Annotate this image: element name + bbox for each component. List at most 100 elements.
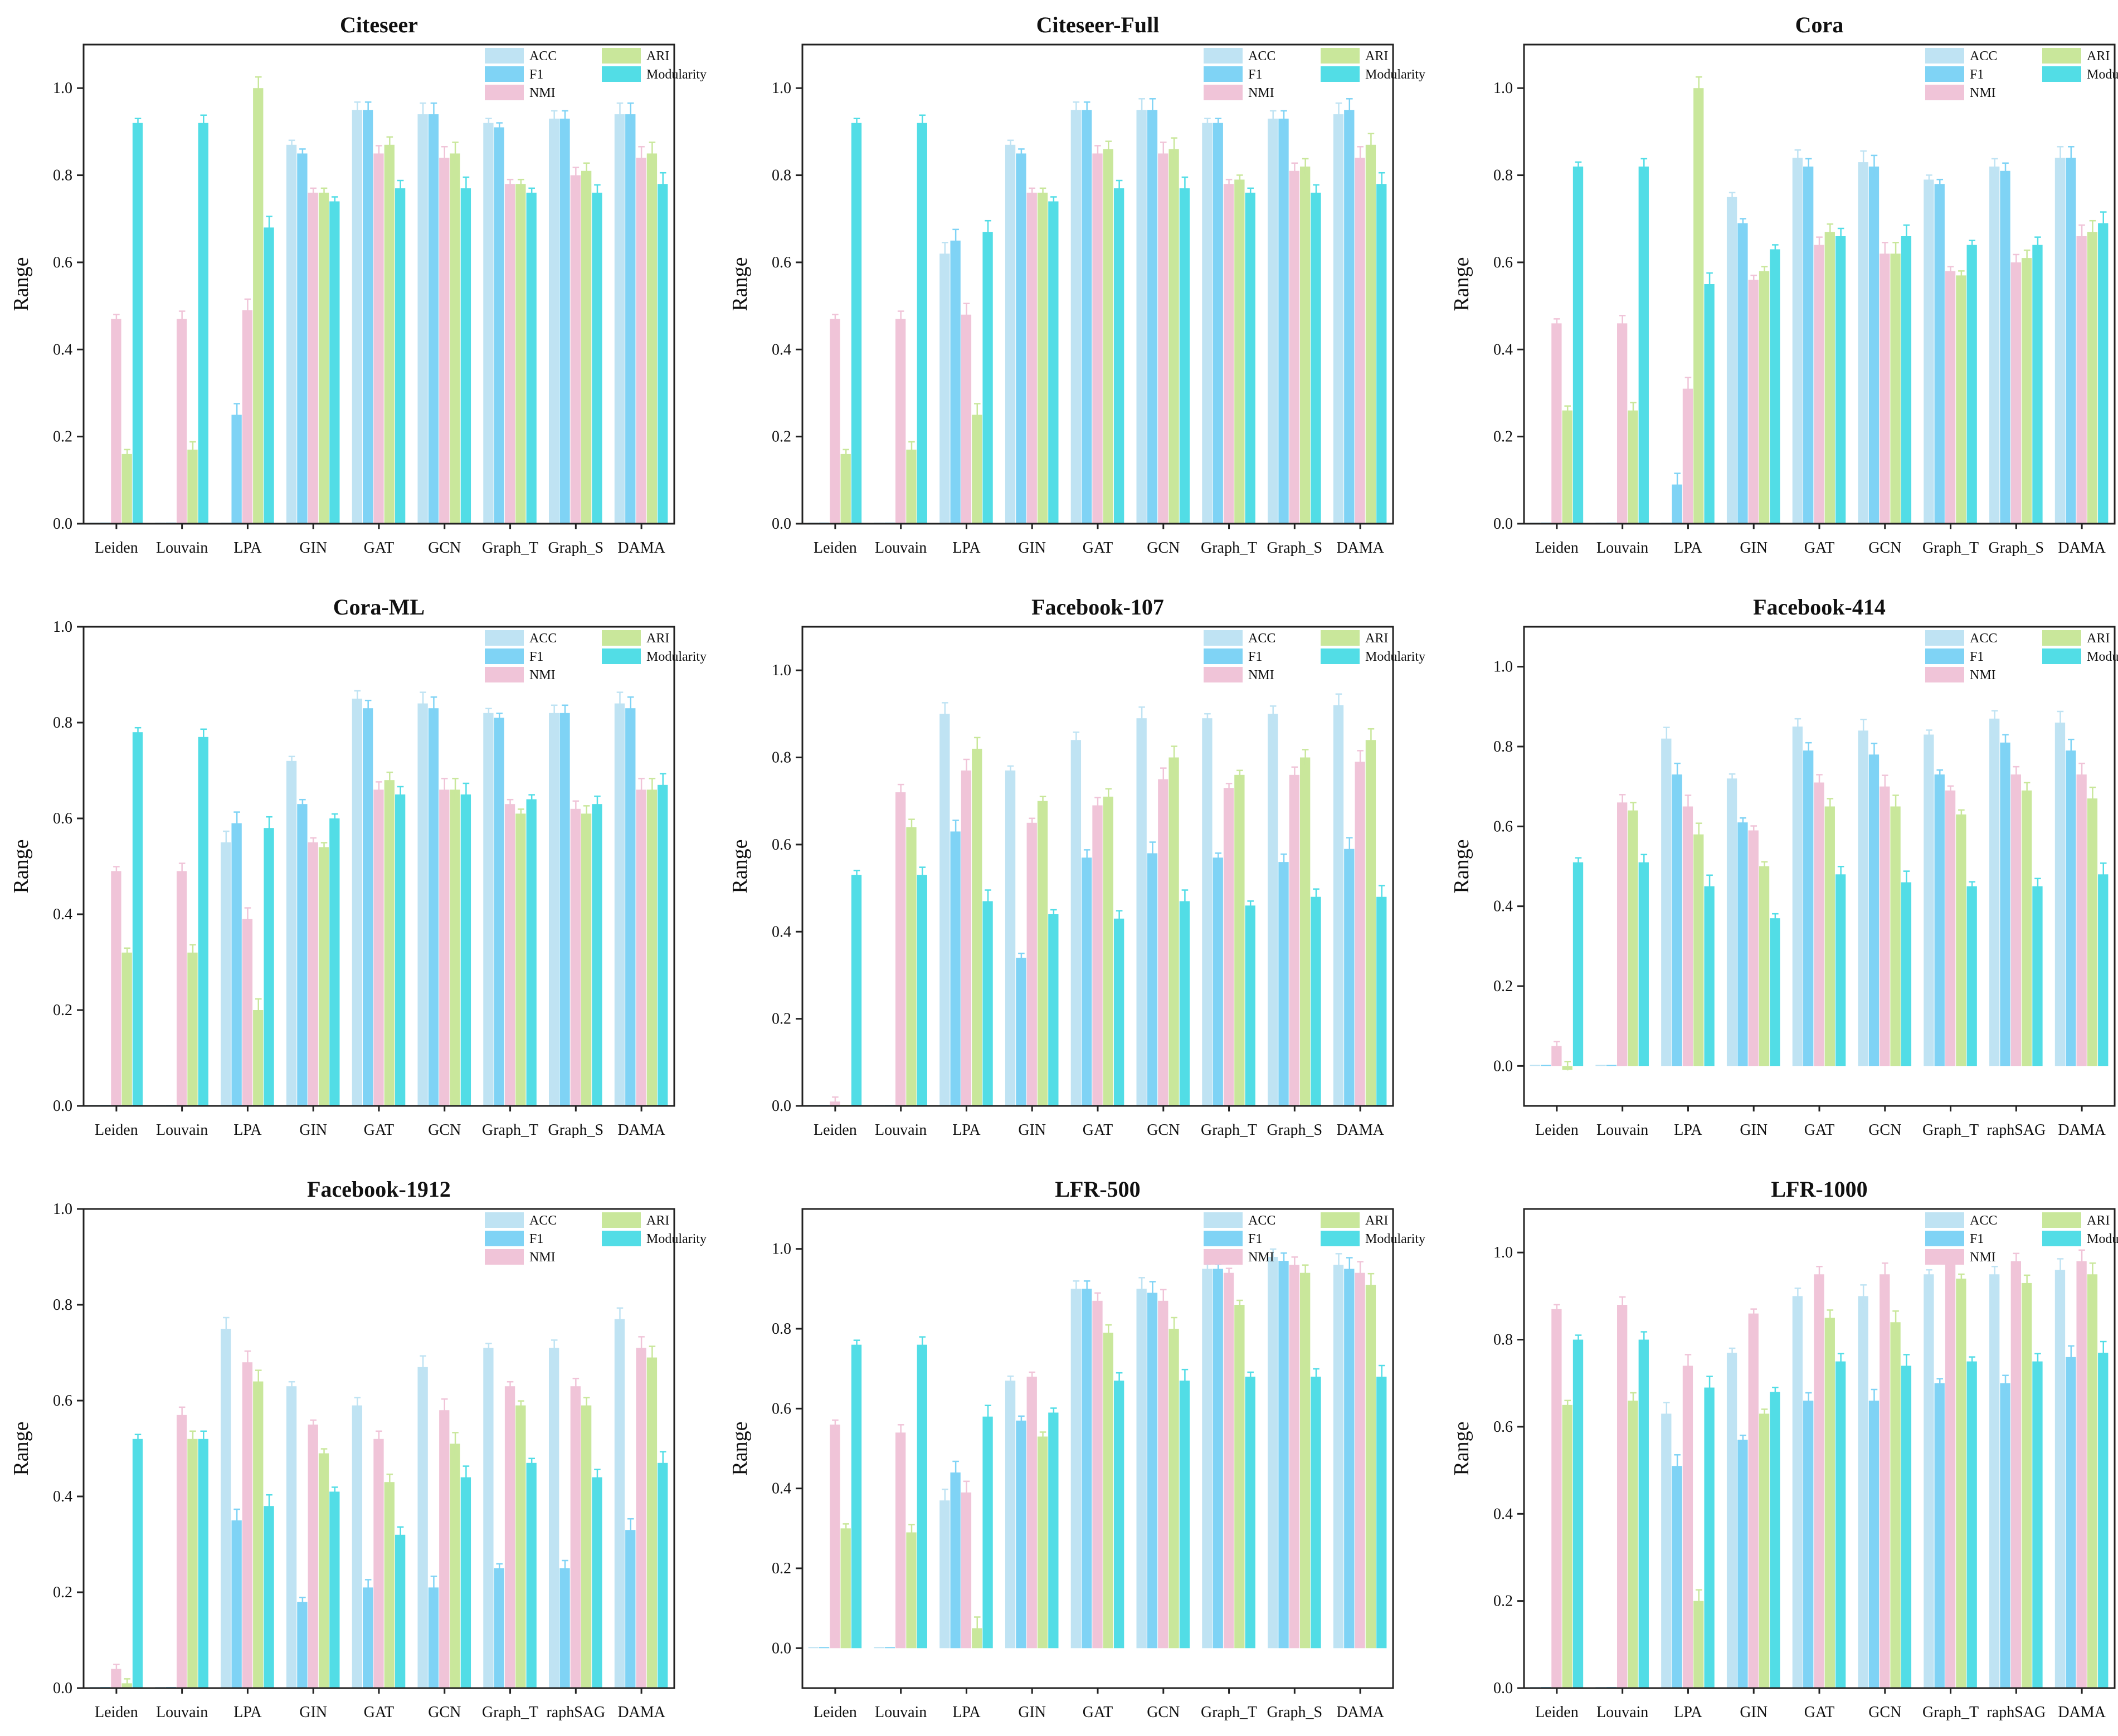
bar-f1-louvain	[1606, 1065, 1617, 1066]
x-tick-label: Graph_T	[482, 1704, 538, 1721]
x-tick-label: GIN	[1740, 1704, 1768, 1721]
chart-title: Facebook-1912	[307, 1177, 451, 1202]
bar-modularity-graph_s	[2032, 245, 2043, 524]
bar-acc-graph_t	[1202, 1269, 1213, 1649]
y-tick-label: 0.0	[53, 1680, 72, 1697]
x-tick-label: GAT	[1804, 1121, 1834, 1139]
bar-acc-graph_t	[483, 713, 494, 1106]
bar-modularity-gin	[329, 818, 340, 1106]
x-tick-label: Graph_S	[548, 1121, 604, 1139]
legend-swatch-nmi	[1204, 667, 1243, 682]
bar-f1-graph_t	[1213, 1269, 1223, 1649]
bar-modularity-gin	[1048, 201, 1059, 524]
y-tick-label: 0.4	[53, 906, 72, 923]
bar-acc-raphsag	[1989, 1274, 2000, 1688]
bar-acc-gcn	[417, 114, 428, 524]
legend-swatch-modularity	[602, 1231, 641, 1246]
bar-ari-gcn	[450, 789, 460, 1106]
y-tick-label: 0.2	[53, 428, 72, 446]
bar-acc-gat	[352, 699, 363, 1106]
bar-modularity-gcn	[1179, 901, 1190, 1106]
bar-f1-gin	[1737, 822, 1748, 1066]
x-tick-label: Graph_S	[548, 539, 604, 557]
bar-acc-graph_t	[1202, 123, 1213, 524]
x-tick-label: DAMA	[2058, 539, 2106, 557]
bar-modularity-leiden	[132, 732, 143, 1106]
bar-ari-dama	[2087, 798, 2098, 1066]
bar-ari-leiden	[121, 952, 132, 1106]
bar-ari-gin	[1037, 192, 1048, 524]
bar-acc-dama	[614, 114, 625, 524]
legend-swatch-ari	[602, 1212, 641, 1228]
bar-nmi-graph_t	[1945, 1261, 1956, 1688]
legend-swatch-modularity	[602, 66, 641, 82]
bar-ari-graph_s	[2021, 258, 2032, 524]
bar-acc-gcn	[417, 1367, 428, 1688]
x-tick-label: LPA	[952, 1121, 981, 1139]
bar-nmi-louvain	[895, 792, 906, 1106]
bar-modularity-gin	[329, 1491, 340, 1688]
bar-nmi-louvain	[177, 1415, 187, 1688]
x-tick-label: Graph_T	[1201, 539, 1257, 557]
plot-frame	[801, 626, 1394, 1107]
bar-ari-lpa	[1693, 1601, 1704, 1688]
bar-ari-raphsag	[2021, 790, 2032, 1066]
bar-ari-lpa	[1693, 834, 1704, 1066]
bar-acc-gcn	[417, 703, 428, 1106]
legend-swatch-acc	[485, 630, 524, 646]
bar-ari-gat	[384, 1482, 395, 1688]
bar-ari-louvain	[1628, 410, 1638, 524]
legend-label-acc: ACC	[529, 49, 557, 64]
bar-acc-gin	[1726, 778, 1737, 1066]
bar-f1-lpa	[231, 1520, 242, 1688]
bar-acc-dama	[614, 703, 625, 1106]
bar-nmi-gcn	[1880, 1274, 1890, 1688]
bar-ari-graph_t	[1234, 179, 1245, 524]
y-tick-label: 0.2	[1493, 428, 1513, 446]
bar-modularity-graph_t	[1245, 192, 1255, 524]
bar-modularity-dama	[1376, 184, 1387, 524]
x-tick-label: GCN	[1868, 1121, 1901, 1139]
x-tick-label: LPA	[233, 539, 262, 557]
bar-modularity-graph_t	[526, 192, 537, 524]
legend-label-ari: ARI	[646, 631, 669, 646]
bar-acc-lpa	[939, 714, 950, 1106]
bar-f1-graph_t	[1934, 1383, 1945, 1688]
x-tick-label: Louvain	[1596, 539, 1648, 557]
bar-nmi-dama	[1355, 1272, 1365, 1649]
bar-modularity-gin	[1770, 249, 1780, 524]
legend-label-f1: F1	[1970, 650, 1984, 664]
x-tick-label: DAMA	[617, 1121, 665, 1139]
bar-modularity-gcn	[1901, 882, 1912, 1066]
y-tick-label: 0.2	[772, 1011, 791, 1028]
bar-modularity-graph_t	[1966, 245, 1977, 524]
x-tick-label: LPA	[952, 1704, 981, 1721]
x-tick-label: Graph_S	[1267, 1121, 1323, 1139]
bar-modularity-lpa	[1704, 1387, 1715, 1688]
bar-acc-graph_s	[1268, 118, 1278, 524]
bar-nmi-raphsag	[2010, 1261, 2021, 1688]
x-tick-label: Louvain	[156, 1704, 208, 1721]
bar-nmi-dama	[636, 1348, 646, 1688]
bar-nmi-graph_t	[504, 804, 515, 1106]
x-tick-label: LPA	[233, 1121, 262, 1139]
x-tick-label: raphSAG	[546, 1704, 605, 1721]
legend-label-acc: ACC	[1970, 1213, 1997, 1228]
bar-f1-gin	[297, 1602, 308, 1688]
bar-nmi-louvain	[177, 871, 187, 1106]
bar-nmi-gcn	[1158, 779, 1168, 1106]
y-axis-label: Range	[728, 839, 752, 893]
y-tick-label: 0.0	[1493, 1680, 1513, 1697]
legend-swatch-modularity	[2042, 648, 2081, 664]
bar-f1-graph_t	[494, 718, 504, 1106]
bar-acc-gat	[1792, 726, 1803, 1066]
legend-swatch-f1	[485, 1231, 524, 1246]
bar-ari-graph_t	[515, 184, 526, 524]
x-tick-label: GAT	[364, 539, 394, 557]
bar-nmi-leiden	[1551, 1046, 1562, 1066]
bar-modularity-gat	[395, 1534, 406, 1688]
chart-title: Facebook-107	[1031, 594, 1164, 620]
x-tick-label: Graph_T	[1922, 1704, 1979, 1721]
bar-f1-gat	[1803, 166, 1814, 524]
bar-f1-gin	[1737, 1440, 1748, 1688]
